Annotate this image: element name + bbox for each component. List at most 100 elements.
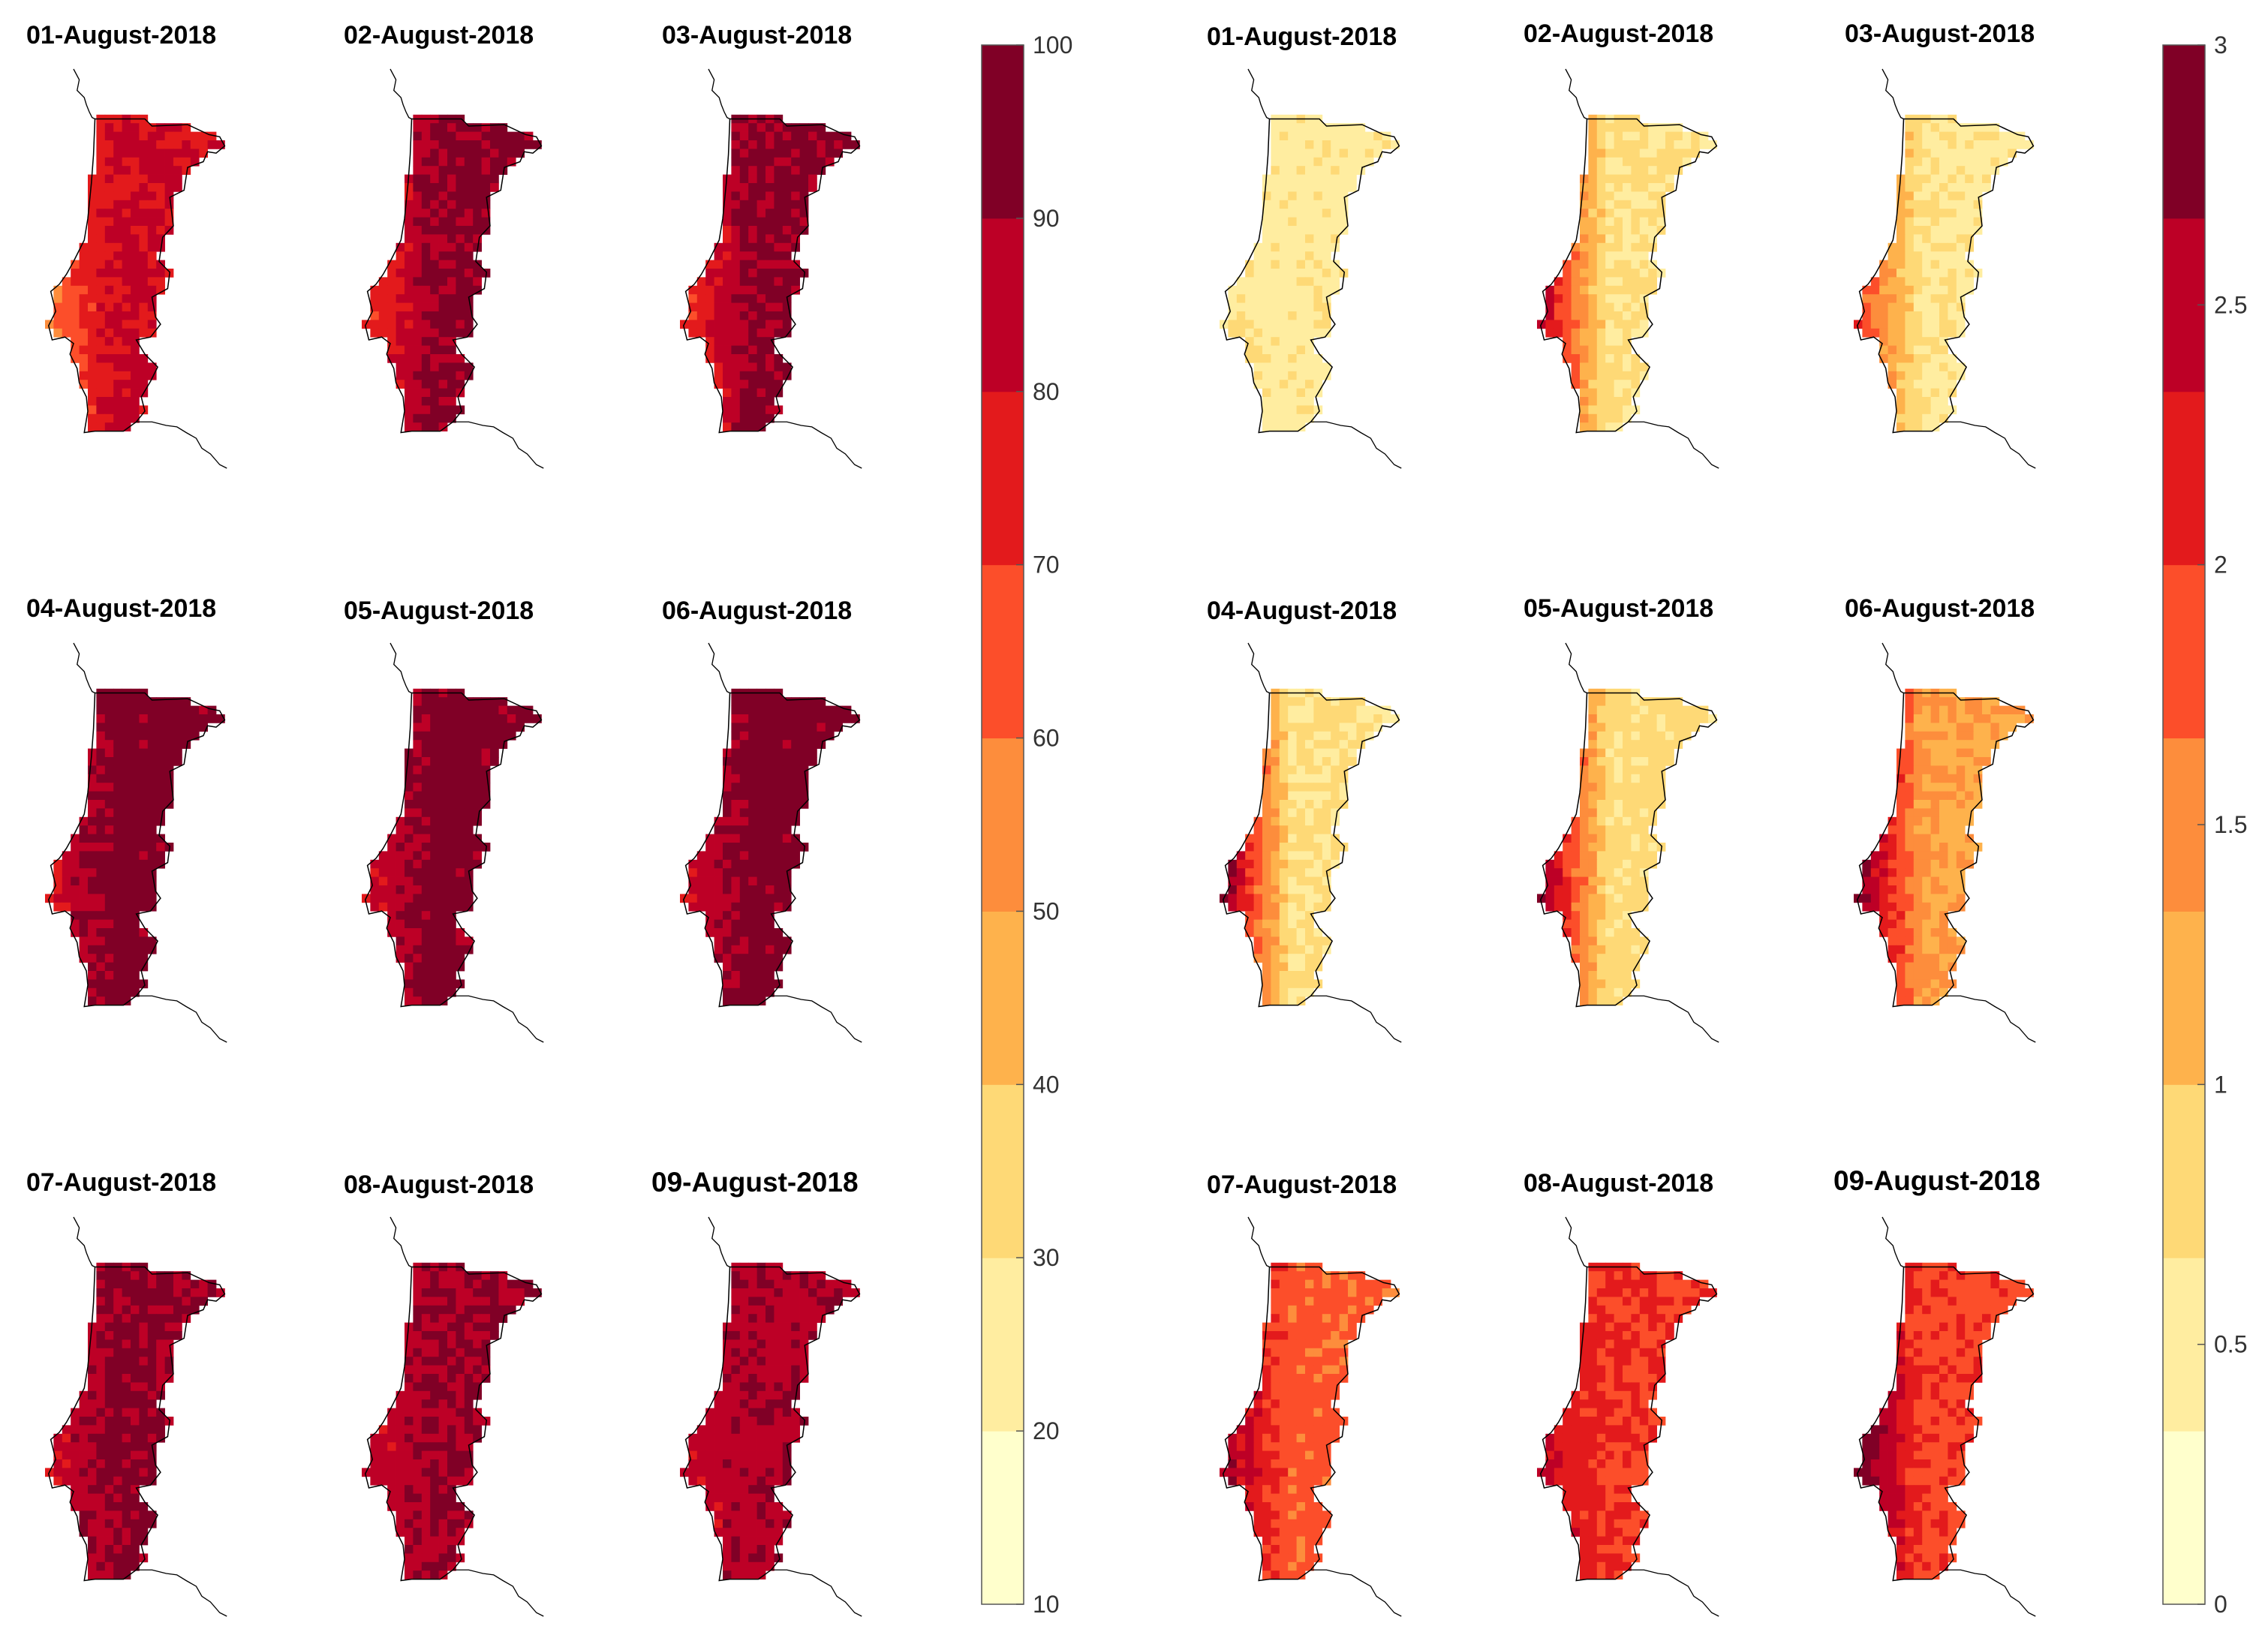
map-cell (1296, 277, 1306, 287)
map-cell (782, 714, 792, 723)
map-cell (413, 1468, 423, 1477)
map-cell (766, 697, 775, 706)
map-cell (791, 157, 800, 167)
map-cell (413, 1545, 423, 1554)
map-cell (748, 217, 757, 227)
map-cell (1262, 397, 1271, 406)
map-cell (774, 1374, 784, 1383)
map-cell (190, 149, 200, 158)
map-cell (705, 843, 714, 852)
map-cell (156, 149, 165, 158)
map-cell (1631, 191, 1641, 201)
map-cell (473, 183, 482, 192)
map-cell (88, 1536, 97, 1546)
map-cell (1288, 894, 1297, 903)
map-cell (438, 979, 448, 989)
map-cell (516, 1288, 525, 1297)
map-cell (1922, 200, 1931, 209)
map-cell (481, 1305, 491, 1315)
map-cell (1245, 876, 1254, 886)
map-cell (757, 166, 766, 175)
map-cell (490, 1279, 499, 1289)
map-cell (430, 1305, 439, 1315)
map-cell (1930, 397, 1940, 406)
map-cell (1279, 723, 1289, 732)
map-cell (1288, 791, 1297, 801)
map-cell (1930, 157, 1940, 167)
map-cell (731, 1374, 741, 1383)
map-cell (438, 757, 448, 766)
map-cell (1313, 123, 1323, 132)
map-cell (113, 954, 122, 963)
map-cell (1288, 936, 1297, 946)
map-cell (731, 740, 741, 749)
map-cell (413, 294, 423, 303)
country-outline (1539, 118, 1718, 434)
map-cell (1948, 200, 1957, 209)
map-cell (774, 1476, 784, 1486)
map-cell (1897, 200, 1906, 209)
map-cell (1897, 380, 1906, 389)
map-cell (1905, 320, 1915, 329)
map-cell (430, 740, 439, 749)
map-cell (421, 149, 431, 158)
map-cell (1545, 320, 1555, 329)
map-cell (53, 1468, 63, 1477)
map-cell (456, 928, 465, 937)
map-cell (147, 269, 157, 278)
map-cell (1288, 928, 1297, 937)
map-cell (1296, 131, 1306, 141)
map-cell (731, 191, 741, 201)
map-cell (113, 1322, 122, 1332)
map-cell (131, 337, 140, 346)
map-cell (731, 1570, 741, 1579)
map-cell (79, 311, 89, 320)
map-cell (782, 260, 792, 269)
map-cell (1631, 149, 1641, 158)
map-cell (1930, 166, 1940, 175)
map-cell (481, 209, 491, 218)
map-cell (113, 791, 122, 801)
map-cell (113, 919, 122, 929)
map-cell (1296, 962, 1306, 972)
map-cell (723, 413, 732, 423)
map-cell (396, 251, 405, 260)
map-cell (723, 919, 732, 929)
map-cell (714, 371, 723, 380)
map-cell (113, 876, 122, 886)
map-cell (122, 1502, 131, 1511)
map-cell (817, 157, 826, 167)
map-cell (1253, 328, 1263, 338)
map-cell (447, 174, 456, 184)
map-cell (748, 1425, 757, 1435)
map-cell (1313, 191, 1323, 201)
map-cell (173, 731, 182, 741)
map-cell (1588, 380, 1598, 389)
map-cell (104, 1485, 114, 1494)
map-cell (739, 380, 749, 389)
map-cell (1262, 825, 1271, 834)
map-cell (387, 320, 396, 329)
map-cell (1639, 697, 1649, 706)
map-cell (413, 1339, 423, 1349)
map-cell (1588, 242, 1598, 252)
map-cell (766, 1485, 775, 1494)
map-cell (139, 731, 149, 741)
map-cell (122, 962, 131, 972)
map-cell (1897, 422, 1906, 431)
map-cell (421, 1425, 431, 1435)
map-cell (1339, 123, 1349, 132)
map-cell (1253, 320, 1263, 329)
map-cell (430, 911, 439, 920)
map-cell (1262, 859, 1271, 869)
map-cell (139, 242, 149, 252)
map-cell (147, 183, 157, 192)
map-cell (774, 380, 784, 389)
map-cell (456, 1399, 465, 1408)
map-cell (387, 1450, 396, 1460)
map-cell (757, 1314, 766, 1323)
map-cell (1956, 285, 1966, 295)
map-cell (1305, 302, 1314, 312)
map-cell (1939, 157, 1948, 167)
map-cell (156, 226, 165, 235)
